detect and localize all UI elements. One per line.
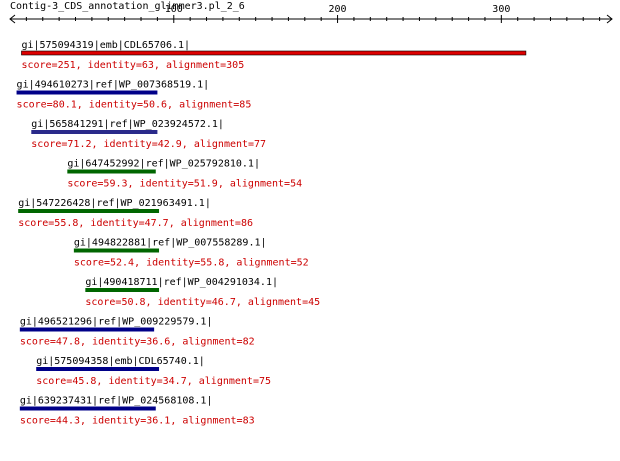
hit-bar[interactable]: [21, 50, 527, 56]
hit-row: gi|639237431|ref|WP_024568108.1| score=44…: [19, 396, 255, 427]
hit-bar[interactable]: [31, 130, 158, 134]
hit-row: gi|547226428|ref|WP_021963491.1| score=55…: [18, 198, 253, 229]
hit-score: score=55.8, identity=47.7, alignment=86: [18, 218, 253, 229]
hit-name[interactable]: gi|575094319|emb|CDL65706.1|: [21, 40, 190, 51]
hit-name[interactable]: gi|547226428|ref|WP_021963491.1|: [18, 198, 211, 209]
hit-score: score=44.3, identity=36.1, alignment=83: [20, 416, 255, 427]
hit-score: score=59.3, identity=51.9, alignment=54: [67, 179, 302, 190]
hit-row: gi|494822881|ref|WP_007558289.1| score=52…: [73, 238, 309, 269]
hit-score: score=50.8, identity=46.7, alignment=45: [85, 297, 320, 308]
hit-name[interactable]: gi|494822881|ref|WP_007558289.1|: [74, 238, 267, 249]
hit-name[interactable]: gi|490418711|ref|WP_004291034.1|: [85, 277, 278, 288]
hit-bar[interactable]: [18, 209, 160, 213]
hit-name[interactable]: gi|639237431|ref|WP_024568108.1|: [20, 396, 213, 407]
hit-bar[interactable]: [85, 288, 160, 292]
hit-bar[interactable]: [36, 367, 160, 371]
hit-score: score=71.2, identity=42.9, alignment=77: [31, 139, 266, 150]
hit-row: gi|575094358|emb|CDL65740.1| score=45.8, …: [36, 356, 271, 387]
hit-bar[interactable]: [19, 327, 155, 332]
axis-tick-label: 100: [165, 4, 183, 15]
hit-name[interactable]: gi|647452992|ref|WP_025792810.1|: [67, 159, 260, 170]
hit-name[interactable]: gi|496521296|ref|WP_009229579.1|: [20, 317, 213, 328]
hit-row: gi|494610273|ref|WP_007368519.1| score=80…: [16, 80, 252, 111]
hit-score: score=251, identity=63, alignment=305: [21, 60, 244, 71]
hit-bar[interactable]: [73, 248, 160, 253]
axis-tick-label: 200: [329, 4, 347, 15]
hit-row: gi|647452992|ref|WP_025792810.1| score=59…: [67, 159, 302, 190]
hit-bar[interactable]: [67, 169, 156, 174]
hit-row: gi|575094319|emb|CDL65706.1| score=251, i…: [21, 40, 527, 71]
axis-tick-label: 300: [492, 4, 510, 15]
hit-list: gi|575094319|emb|CDL65706.1| score=251, i…: [16, 40, 527, 427]
hit-score: score=47.8, identity=36.6, alignment=82: [20, 337, 255, 348]
hit-score: score=52.4, identity=55.8, alignment=52: [74, 258, 309, 269]
hit-name[interactable]: gi|494610273|ref|WP_007368519.1|: [17, 80, 210, 91]
hit-name[interactable]: gi|565841291|ref|WP_023924572.1|: [31, 119, 224, 130]
hit-bar[interactable]: [19, 406, 156, 411]
hit-row: gi|565841291|ref|WP_023924572.1| score=71…: [31, 119, 266, 150]
hit-row: gi|490418711|ref|WP_004291034.1| score=50…: [85, 277, 320, 308]
hit-score: score=80.1, identity=50.6, alignment=85: [17, 100, 252, 111]
sequence-axis: 100 200 300: [9, 4, 613, 24]
axis-right-arrow-icon: [606, 14, 613, 24]
hit-bar[interactable]: [16, 90, 158, 95]
hit-score: score=45.8, identity=34.7, alignment=75: [36, 376, 271, 387]
diagram-title: Contig-3_CDS_annotation_glimmer3.pl_2_6: [10, 1, 245, 12]
hit-row: gi|496521296|ref|WP_009229579.1| score=47…: [19, 317, 255, 348]
axis-left-arrow-icon: [9, 14, 16, 24]
hit-name[interactable]: gi|575094358|emb|CDL65740.1|: [36, 356, 205, 367]
